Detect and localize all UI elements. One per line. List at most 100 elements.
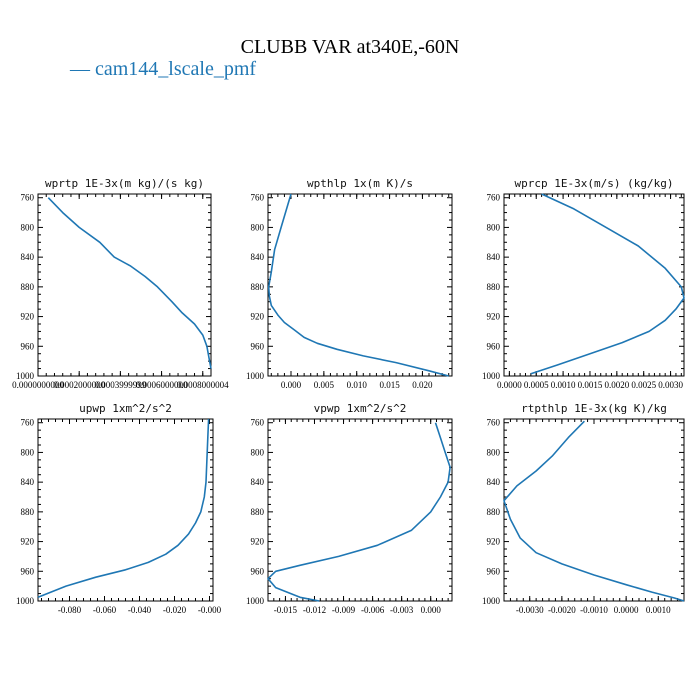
- x-tick-label: 0.0020: [604, 380, 629, 390]
- y-tick-label: 960: [251, 341, 265, 351]
- panel-title: rtpthlp 1E-3x(kg K)/kg: [521, 402, 667, 415]
- x-tick-label: 0.0005: [524, 380, 549, 390]
- x-tick-label: 0.0000: [614, 605, 639, 615]
- y-tick-label: 960: [21, 341, 35, 351]
- series-line: [530, 193, 685, 375]
- y-tick-label: 880: [487, 507, 501, 517]
- x-tick-label: 0.0008000004: [177, 380, 229, 390]
- x-tick-label: -0.060: [93, 605, 117, 615]
- y-tick-label: 880: [21, 507, 35, 517]
- x-tick-label: 0.0002000000: [53, 380, 105, 390]
- legend-line-icon: —: [70, 58, 90, 80]
- x-tick-label: 0.000: [421, 605, 442, 615]
- y-tick-label: 1000: [246, 371, 265, 381]
- x-tick-label: 0.020: [412, 380, 433, 390]
- y-tick-label: 920: [21, 537, 35, 547]
- panel-5: vpwp 1xm^2/s^2 760 800 840 880 920 960 1000 -0.0…: [246, 402, 453, 615]
- y-tick-label: 760: [21, 193, 35, 203]
- y-tick-label: 840: [487, 252, 501, 262]
- y-tick-label: 1000: [16, 596, 35, 606]
- y-tick-label: 840: [487, 477, 501, 487]
- x-tick-label: -0.0010: [580, 605, 608, 615]
- y-tick-label: 800: [21, 447, 35, 457]
- y-tick-label: 760: [251, 418, 265, 428]
- panel-title: wpthlp 1x(m K)/s: [307, 177, 413, 190]
- x-tick-label: 0.0025: [631, 380, 656, 390]
- panel-title: wprtp 1E-3x(m kg)/(s kg): [45, 177, 204, 190]
- x-tick-label: 0.000: [281, 380, 302, 390]
- x-tick-label: 0.0015: [578, 380, 603, 390]
- y-tick-label: 920: [487, 312, 501, 322]
- plot-frame: [37, 193, 212, 377]
- y-tick-label: 880: [487, 282, 501, 292]
- y-tick-label: 960: [487, 566, 501, 576]
- panel-2: wpthlp 1x(m K)/s 760 800 840 880 920 960 1000 0.…: [246, 177, 453, 390]
- series-line: [503, 420, 685, 602]
- x-tick-label: 0.0000000000: [12, 380, 64, 390]
- y-tick-label: 840: [251, 477, 265, 487]
- y-tick-label: 760: [251, 193, 265, 203]
- series-line: [267, 193, 449, 377]
- y-tick-label: 800: [487, 447, 501, 457]
- plot-frame: [503, 418, 685, 602]
- figure-title: CLUBB VAR at340E,-60N: [240, 36, 460, 58]
- x-tick-label: 0.0030: [658, 380, 683, 390]
- legend-label: cam144_lscale_pmf: [95, 58, 257, 80]
- y-tick-label: 760: [487, 418, 501, 428]
- x-tick-label: 0.0006000000: [136, 380, 188, 390]
- panel-title: vpwp 1xm^2/s^2: [314, 402, 407, 415]
- y-tick-label: 840: [21, 252, 35, 262]
- legend: — cam144_lscale_pmf: [70, 58, 256, 81]
- y-tick-label: 920: [251, 312, 265, 322]
- y-tick-label: 920: [487, 537, 501, 547]
- series-line: [267, 422, 451, 602]
- plot-frame: [267, 193, 453, 377]
- y-tick-label: 760: [21, 418, 35, 428]
- x-tick-label: -0.009: [332, 605, 356, 615]
- x-tick-label: -0.015: [274, 605, 298, 615]
- plot-frame: [267, 418, 453, 602]
- panel-title: upwp 1xm^2/s^2: [79, 402, 172, 415]
- panel-title: wprcp 1E-3x(m/s) (kg/kg): [515, 177, 674, 190]
- y-tick-label: 960: [251, 566, 265, 576]
- y-tick-label: 840: [251, 252, 265, 262]
- x-tick-label: 0.0000: [497, 380, 522, 390]
- x-tick-label: 0.015: [379, 380, 400, 390]
- x-tick-label: 0.010: [347, 380, 368, 390]
- y-tick-label: 800: [251, 447, 265, 457]
- x-tick-label: -0.003: [390, 605, 414, 615]
- x-tick-label: -0.0030: [516, 605, 544, 615]
- panel-1: wprtp 1E-3x(m kg)/(s kg) 760 800 840 880 920 9…: [12, 177, 229, 390]
- panel-4: upwp 1xm^2/s^2 760 800 840 880 920 960 1000 -0.0…: [16, 402, 222, 615]
- y-tick-label: 960: [21, 566, 35, 576]
- y-tick-label: 800: [21, 222, 35, 232]
- y-tick-label: 880: [21, 282, 35, 292]
- y-tick-label: 880: [251, 507, 265, 517]
- x-tick-label: 0.0003999999: [95, 380, 147, 390]
- x-tick-label: -0.000: [198, 605, 222, 615]
- plot-frame: [503, 193, 685, 377]
- y-tick-label: 880: [251, 282, 265, 292]
- x-tick-label: -0.006: [361, 605, 385, 615]
- y-tick-label: 800: [487, 222, 501, 232]
- y-tick-label: 1000: [482, 371, 501, 381]
- x-tick-label: -0.020: [163, 605, 187, 615]
- x-tick-label: -0.0020: [548, 605, 576, 615]
- y-tick-label: 840: [21, 477, 35, 487]
- y-tick-label: 1000: [246, 596, 265, 606]
- x-tick-label: -0.040: [128, 605, 152, 615]
- y-tick-label: 920: [251, 537, 265, 547]
- y-tick-label: 1000: [16, 371, 35, 381]
- x-tick-label: 0.005: [314, 380, 335, 390]
- series-line: [47, 197, 212, 369]
- y-tick-label: 920: [21, 312, 35, 322]
- panel-6: rtpthlp 1E-3x(kg K)/kg 760 800 840 880 920 960…: [482, 402, 685, 615]
- x-tick-label: -0.012: [303, 605, 326, 615]
- x-tick-label: 0.0010: [551, 380, 576, 390]
- panel-3: wprcp 1E-3x(m/s) (kg/kg) 760 800 840 880 920 9…: [482, 177, 685, 390]
- y-tick-label: 800: [251, 222, 265, 232]
- series-line: [37, 418, 210, 599]
- plot-frame: [37, 418, 214, 602]
- y-tick-label: 760: [487, 193, 501, 203]
